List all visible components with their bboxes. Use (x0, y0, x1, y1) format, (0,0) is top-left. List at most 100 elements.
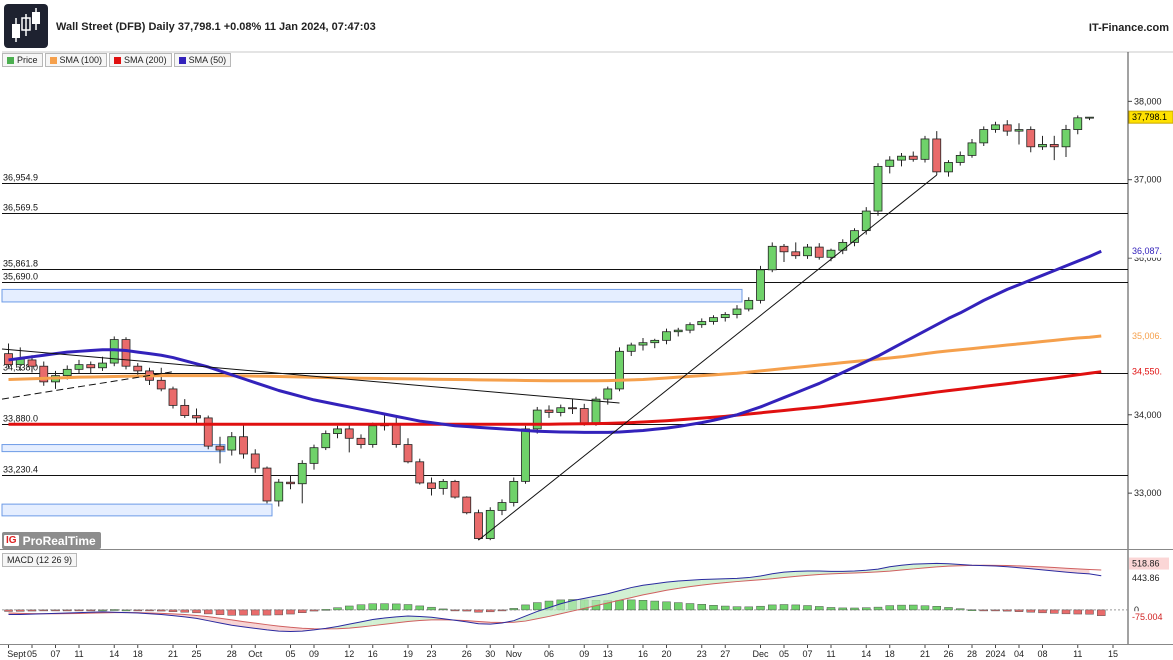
candle-body[interactable] (650, 339, 660, 344)
candle-body[interactable] (297, 462, 307, 485)
candle-body[interactable] (403, 444, 413, 463)
candle-body[interactable] (309, 447, 319, 464)
candle-body[interactable] (814, 246, 824, 258)
candle-body[interactable] (86, 364, 96, 369)
candle-body[interactable] (767, 245, 777, 271)
x-tick-label: 27 (720, 649, 730, 659)
candle-body[interactable] (1085, 116, 1094, 119)
candle-body[interactable] (321, 433, 331, 449)
candle-body[interactable] (685, 324, 695, 331)
candle-body[interactable] (180, 404, 190, 416)
candle-body[interactable] (62, 368, 72, 377)
candle-body[interactable] (732, 308, 742, 315)
candle-body[interactable] (720, 314, 730, 319)
candle-body[interactable] (203, 417, 213, 447)
candle-body[interactable] (638, 342, 648, 346)
candle-body[interactable] (344, 428, 354, 439)
candle-body[interactable] (955, 155, 965, 163)
candle-body[interactable] (1049, 144, 1059, 148)
candle-body[interactable] (838, 241, 848, 251)
candle-body[interactable] (568, 407, 577, 410)
candle-body[interactable] (427, 482, 436, 489)
candle-body[interactable] (979, 129, 989, 144)
legend-item-sma100[interactable]: SMA (100) (44, 53, 108, 67)
candle-body[interactable] (485, 509, 495, 539)
candle-body[interactable] (944, 162, 953, 173)
trendline[interactable] (478, 174, 938, 541)
candle-body[interactable] (626, 344, 636, 352)
candle-body[interactable] (1002, 124, 1012, 132)
candle-body[interactable] (415, 461, 425, 484)
candle-body[interactable] (1014, 129, 1024, 132)
legend-item-sma50[interactable]: SMA (50) (173, 53, 232, 67)
candle-body[interactable] (744, 299, 754, 310)
candle-body[interactable] (967, 142, 977, 156)
candle-body[interactable] (779, 245, 789, 253)
candle-body[interactable] (333, 428, 342, 434)
trendline[interactable] (1, 371, 174, 400)
candle-body[interactable] (227, 436, 237, 451)
candle-body[interactable] (368, 425, 378, 445)
candle-body[interactable] (274, 481, 284, 502)
candle-body[interactable] (544, 409, 554, 413)
candle-body[interactable] (826, 249, 836, 258)
macd-fill (607, 590, 620, 603)
macd-histogram-bar (157, 609, 166, 612)
candle-body[interactable] (791, 251, 801, 257)
candle-body[interactable] (756, 269, 765, 301)
candle-body[interactable] (39, 365, 49, 383)
candle-body[interactable] (579, 408, 589, 424)
candle-body[interactable] (521, 428, 530, 482)
candle-body[interactable] (497, 502, 507, 511)
candle-body[interactable] (474, 512, 483, 539)
candle-body[interactable] (991, 124, 1000, 130)
candle-body[interactable] (885, 159, 895, 167)
candle-body[interactable] (192, 415, 201, 419)
candle-body[interactable] (662, 331, 671, 341)
candle-body[interactable] (673, 329, 683, 333)
macd-value-tag (1129, 557, 1169, 570)
candle-body[interactable] (391, 423, 401, 445)
candle-body[interactable] (709, 317, 718, 322)
candle-body[interactable] (168, 388, 178, 406)
candle-body[interactable] (873, 165, 883, 212)
candle-body[interactable] (356, 437, 366, 445)
candle-body[interactable] (1061, 129, 1071, 148)
candle-body[interactable] (250, 453, 260, 469)
candle-body[interactable] (532, 409, 542, 430)
candle-body[interactable] (509, 480, 519, 503)
candle-body[interactable] (615, 350, 624, 390)
trendline[interactable] (1, 348, 620, 404)
candle-body[interactable] (897, 155, 906, 161)
candle-body[interactable] (850, 230, 859, 243)
candle-body[interactable] (450, 480, 460, 498)
candle-body[interactable] (462, 496, 472, 514)
candle-body[interactable] (98, 362, 107, 369)
candle-body[interactable] (1026, 129, 1036, 148)
candle-body[interactable] (1038, 144, 1047, 148)
legend-item-sma200[interactable]: SMA (200) (109, 53, 172, 67)
candle-body[interactable] (861, 210, 871, 232)
candle-body[interactable] (697, 321, 707, 326)
candle-body[interactable] (121, 339, 131, 367)
candle-body[interactable] (556, 407, 566, 413)
candle-body[interactable] (920, 138, 930, 160)
candle-body[interactable] (591, 398, 601, 424)
candle-body[interactable] (215, 445, 225, 451)
candle-body[interactable] (239, 436, 248, 455)
macd-legend[interactable]: MACD (12 26 9) (2, 553, 78, 567)
candle-body[interactable] (932, 138, 942, 173)
candle-body[interactable] (27, 359, 37, 367)
candle-body[interactable] (286, 481, 295, 485)
legend-item-price[interactable]: Price (2, 53, 43, 67)
candle-body[interactable] (156, 379, 166, 390)
candle-body[interactable] (803, 246, 812, 257)
candle-body[interactable] (74, 364, 84, 370)
candle-body[interactable] (438, 480, 448, 489)
candle-body[interactable] (908, 155, 918, 160)
candle-body[interactable] (133, 365, 143, 372)
candle-body[interactable] (603, 388, 613, 400)
candle-body[interactable] (1073, 117, 1083, 130)
candle-body[interactable] (262, 467, 272, 502)
